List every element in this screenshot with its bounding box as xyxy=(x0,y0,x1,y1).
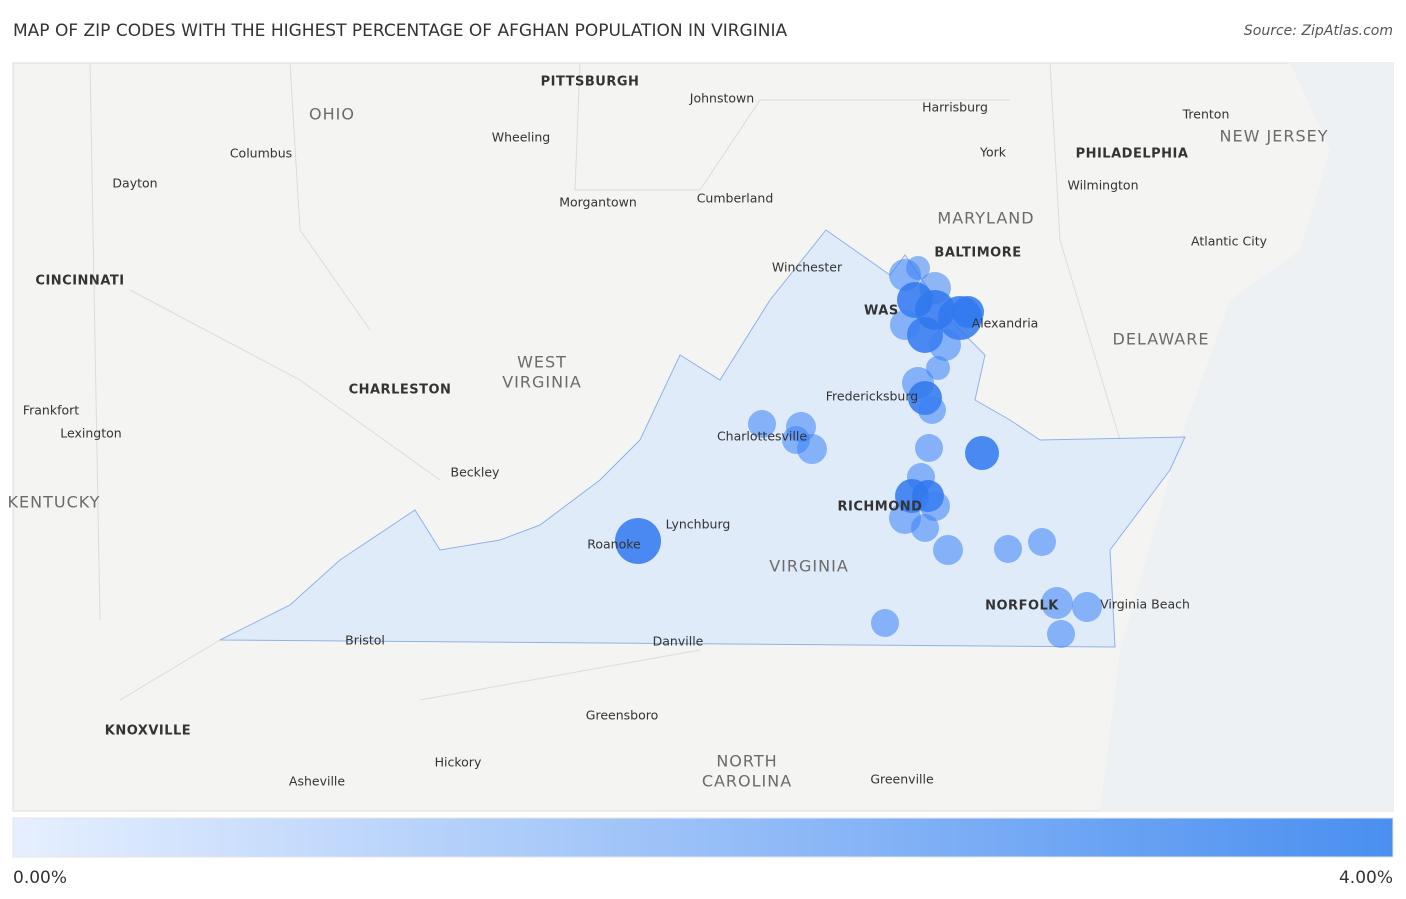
bubble xyxy=(965,436,999,470)
bubble xyxy=(911,514,939,542)
map-label: PHILADELPHIA xyxy=(1076,147,1189,162)
map-label: Asheville xyxy=(289,774,345,789)
map-label: VIRGINIA xyxy=(502,373,582,392)
map-label: VIRGINIA xyxy=(769,557,849,576)
zip-bubbles xyxy=(615,256,1102,648)
bubble xyxy=(797,434,827,464)
map-label: KENTUCKY xyxy=(8,493,101,512)
map-label: NORTH xyxy=(716,752,777,771)
map-label: Bristol xyxy=(345,633,385,648)
map-label: Trenton xyxy=(1182,107,1230,122)
map-label: CAROLINA xyxy=(702,772,792,791)
bubble xyxy=(748,410,776,438)
map-label: Frankfort xyxy=(23,403,79,418)
title: MAP OF ZIP CODES WITH THE HIGHEST PERCEN… xyxy=(13,21,787,41)
map-label: Atlantic City xyxy=(1191,234,1268,249)
map-label: WEST xyxy=(517,353,567,372)
map-label: Morgantown xyxy=(559,195,637,210)
bubble xyxy=(926,356,950,380)
map-label: WAS xyxy=(864,304,899,319)
map-label: Roanoke xyxy=(587,537,641,552)
map-label: Hickory xyxy=(435,755,482,770)
bubble xyxy=(871,609,899,637)
map-label: Beckley xyxy=(451,465,501,480)
legend-min-label: 0.00% xyxy=(13,868,67,888)
map-label: York xyxy=(979,145,1007,160)
source: Source: ZipAtlas.com xyxy=(1244,23,1393,39)
map-label: Lynchburg xyxy=(666,517,731,532)
map-label: OHIO xyxy=(309,105,355,124)
legend-gradient xyxy=(12,817,1394,858)
bubble xyxy=(915,434,943,462)
bubble xyxy=(1041,587,1073,619)
map-label: DELAWARE xyxy=(1113,330,1210,349)
map-label: Cumberland xyxy=(697,191,774,206)
map-label: Greensboro xyxy=(586,708,658,723)
map-label: Johnstown xyxy=(689,91,754,106)
bubble xyxy=(1028,528,1056,556)
map-label: Lexington xyxy=(60,426,121,441)
map-label: MARYLAND xyxy=(937,209,1034,228)
map-label: Charlottesville xyxy=(717,429,807,444)
map-label: BALTIMORE xyxy=(934,246,1021,261)
map-label: KNOXVILLE xyxy=(105,724,191,739)
bubble xyxy=(952,296,984,328)
bubble xyxy=(929,329,961,361)
map-label: RICHMOND xyxy=(838,500,923,515)
map-label: Dayton xyxy=(112,176,157,191)
legend-max-label: 4.00% xyxy=(1339,868,1393,888)
map-label: Alexandria xyxy=(972,316,1039,331)
bubble xyxy=(918,396,946,424)
map-label: CINCINNATI xyxy=(35,274,124,289)
map-label: Winchester xyxy=(772,260,843,275)
map-label: Wilmington xyxy=(1067,178,1138,193)
map-labels: PITTSBURGH Johnstown OHIO Harrisburg Tre… xyxy=(8,75,1329,791)
map-label: NORFOLK xyxy=(985,599,1059,614)
map-label: Columbus xyxy=(230,146,292,161)
bubble xyxy=(906,256,930,280)
bubble xyxy=(1072,592,1102,622)
bubble xyxy=(933,535,963,565)
map-label: Greenville xyxy=(870,772,934,787)
bubble xyxy=(920,491,950,521)
map-label: Harrisburg xyxy=(922,100,988,115)
bubble xyxy=(994,535,1022,563)
bubble xyxy=(615,518,661,564)
map-label: CHARLESTON xyxy=(349,383,452,398)
borders xyxy=(89,62,1121,701)
map-label: NEW JERSEY xyxy=(1220,127,1329,146)
map-label: Danville xyxy=(653,634,704,649)
map-label: Fredericksburg xyxy=(826,389,918,404)
map-label: Wheeling xyxy=(492,130,550,145)
bubble xyxy=(890,310,920,340)
map-label: Virginia Beach xyxy=(1100,597,1190,612)
bubble xyxy=(1047,620,1075,648)
ocean xyxy=(1100,63,1393,811)
map-label: PITTSBURGH xyxy=(541,75,640,90)
